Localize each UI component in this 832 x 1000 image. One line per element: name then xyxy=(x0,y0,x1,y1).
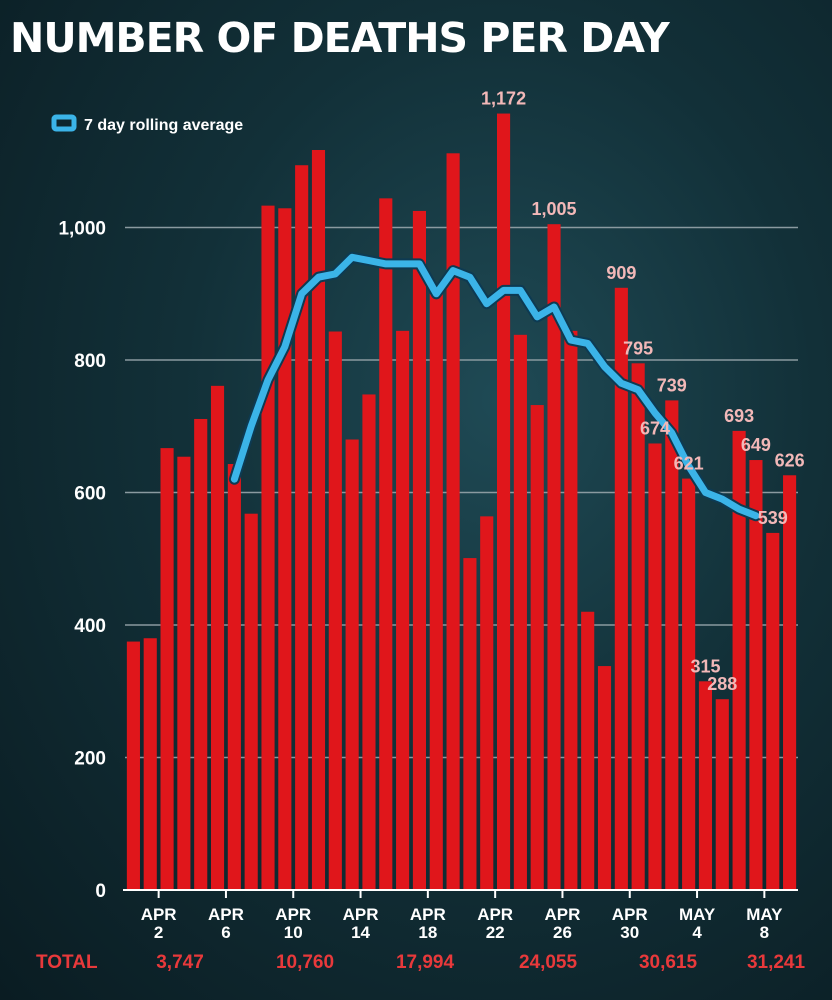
bar xyxy=(783,475,797,890)
data-label: 693 xyxy=(724,406,754,426)
x-axis: APR2APR6APR10APR14APR18APR22APR26APR30MA… xyxy=(123,889,798,942)
bar xyxy=(311,149,326,891)
bar xyxy=(665,400,679,890)
bar xyxy=(143,638,157,890)
bar xyxy=(648,443,662,890)
bar xyxy=(581,611,595,890)
chart-title: NUMBER OF DEATHS PER DAY xyxy=(10,14,670,62)
y-tick-label: 200 xyxy=(74,749,106,770)
bar xyxy=(278,208,292,891)
legend: 7 day rolling average xyxy=(51,114,243,134)
y-tick-label: 1,000 xyxy=(58,219,106,240)
x-tick-label: APR xyxy=(410,905,446,924)
total-value: 31,241 xyxy=(747,952,806,973)
bar xyxy=(194,418,208,890)
bar xyxy=(126,641,140,890)
total-value: 3,747 xyxy=(156,952,204,973)
x-tick-label: APR xyxy=(544,905,580,924)
y-tick-label: 800 xyxy=(74,351,106,372)
total-value: 30,615 xyxy=(639,952,698,973)
bar xyxy=(614,287,628,891)
bar xyxy=(227,464,241,890)
legend-label: 7 day rolling average xyxy=(84,117,243,134)
x-tick-label: 30 xyxy=(620,923,639,942)
x-tick-label: MAY xyxy=(679,905,716,924)
bar xyxy=(766,532,780,890)
data-label: 909 xyxy=(606,263,636,283)
data-label: 739 xyxy=(657,375,687,395)
bar xyxy=(160,448,174,890)
bar xyxy=(396,330,410,891)
bar xyxy=(295,165,309,891)
bar xyxy=(177,456,191,890)
bar xyxy=(429,293,443,890)
bar xyxy=(682,478,696,890)
x-tick-label: 26 xyxy=(553,923,572,942)
bar xyxy=(362,394,376,890)
x-tick-label: 22 xyxy=(486,923,505,942)
bar xyxy=(261,205,275,890)
y-tick-label: 0 xyxy=(95,881,106,902)
x-tick-label: APR xyxy=(343,905,379,924)
bar xyxy=(631,363,645,890)
x-tick-label: APR xyxy=(208,905,244,924)
bar xyxy=(513,334,527,890)
data-label: 649 xyxy=(741,435,771,455)
bar xyxy=(564,330,578,891)
bar xyxy=(210,385,225,890)
data-label: 539 xyxy=(758,508,788,528)
totals-label: TOTAL xyxy=(36,952,98,973)
bar xyxy=(698,681,713,890)
bar xyxy=(715,699,729,890)
bar xyxy=(379,198,393,891)
x-tick-label: 10 xyxy=(284,923,303,942)
bar xyxy=(345,439,359,890)
x-tick-label: 8 xyxy=(760,923,769,942)
total-value: 10,760 xyxy=(276,952,334,973)
bar xyxy=(530,405,544,890)
x-tick-label: 6 xyxy=(221,923,230,942)
bar xyxy=(732,430,746,890)
bar xyxy=(480,516,494,890)
x-tick-label: MAY xyxy=(746,905,783,924)
x-tick-label: 14 xyxy=(351,923,370,942)
x-tick-label: 18 xyxy=(418,923,437,942)
rolling-average-line-group xyxy=(228,251,762,522)
bar xyxy=(328,331,342,890)
total-value: 17,994 xyxy=(396,952,455,973)
bar xyxy=(547,224,561,890)
bar xyxy=(446,153,460,891)
y-tick-label: 600 xyxy=(74,484,106,505)
data-label: 1,172 xyxy=(481,89,526,109)
data-label: 674 xyxy=(640,418,670,438)
bars xyxy=(126,113,797,891)
x-tick-label: 4 xyxy=(692,923,702,942)
bar xyxy=(749,460,763,890)
x-tick-label: APR xyxy=(141,905,177,924)
data-label: 795 xyxy=(623,338,653,358)
x-tick-label: 2 xyxy=(154,923,163,942)
rolling-average-line xyxy=(230,253,760,520)
totals-row: TOTAL 3,747 10,760 17,994 24,055 30,615 31,24… xyxy=(36,952,805,973)
x-tick-label: APR xyxy=(612,905,648,924)
data-label: 315 xyxy=(690,656,720,676)
data-label: 621 xyxy=(674,454,704,474)
data-label: 1,005 xyxy=(532,199,577,219)
bar xyxy=(244,513,258,890)
bar xyxy=(463,558,477,890)
data-label: 288 xyxy=(707,674,737,694)
bar xyxy=(412,210,426,890)
gridlines: 0 200 400 600 800 1,000 xyxy=(58,219,798,902)
bar xyxy=(497,113,511,891)
x-tick-label: APR xyxy=(275,905,311,924)
legend-swatch xyxy=(51,114,77,132)
bar xyxy=(597,666,612,890)
x-tick-label: APR xyxy=(477,905,513,924)
y-tick-label: 400 xyxy=(74,616,106,637)
total-value: 24,055 xyxy=(519,952,578,973)
data-label: 626 xyxy=(775,450,805,470)
